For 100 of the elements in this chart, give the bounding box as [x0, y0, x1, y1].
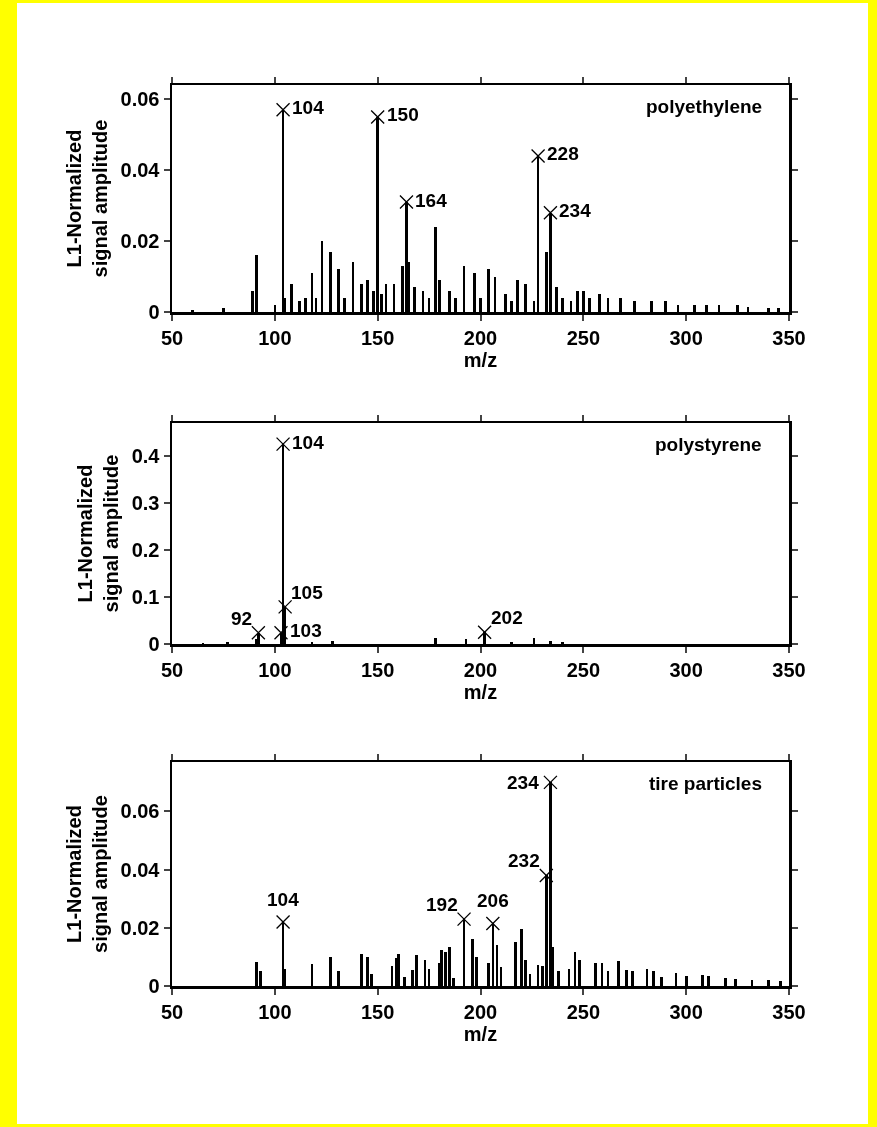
y-axis-title: L1-Normalized signal amplitude	[73, 454, 122, 613]
bar	[588, 297, 591, 312]
x-tick-label: 200	[463, 658, 498, 681]
x-tick-label: 150	[360, 1000, 395, 1023]
bar	[524, 283, 528, 312]
bar	[298, 301, 301, 312]
bar	[577, 959, 581, 986]
bar	[625, 970, 628, 986]
bar	[707, 976, 711, 986]
bar	[487, 963, 491, 986]
point	[477, 625, 492, 640]
annotation: 105	[291, 582, 324, 603]
bar	[413, 287, 417, 312]
x-tick-label: 350	[772, 658, 806, 681]
bar	[366, 956, 369, 986]
bar	[582, 290, 585, 312]
annotation: 104	[267, 889, 300, 910]
point	[275, 102, 291, 117]
bar	[619, 297, 622, 312]
point	[275, 914, 291, 930]
bar	[396, 954, 400, 986]
bar	[337, 971, 340, 986]
x-tick-label: 100	[258, 326, 292, 349]
point	[275, 437, 291, 452]
bar	[575, 290, 579, 312]
x-tick-label: 200	[463, 326, 498, 349]
bar	[448, 946, 451, 986]
point	[485, 916, 500, 931]
bar	[723, 978, 727, 986]
bar	[684, 975, 688, 986]
annotation: 234	[507, 772, 540, 793]
bar	[331, 641, 334, 644]
x-tick-label: 300	[669, 1000, 703, 1023]
bar	[649, 301, 653, 312]
bar	[472, 272, 476, 312]
y-tick-label: 0	[148, 975, 160, 997]
bar	[454, 297, 458, 312]
y-tick-label: 0	[148, 633, 160, 655]
bar	[549, 641, 552, 644]
y-tick-label: 0.4	[131, 444, 161, 467]
annotation: polystyrene	[655, 434, 762, 455]
bar	[444, 951, 447, 986]
x-axis-title: m/z	[463, 680, 498, 703]
bar	[329, 251, 332, 312]
bar	[520, 929, 523, 986]
bar	[557, 971, 560, 986]
annotation: 202	[491, 607, 523, 628]
annotation: 192	[426, 894, 458, 915]
annotation: 206	[477, 890, 509, 911]
x-tick-label: 350	[772, 1000, 806, 1023]
bar	[359, 283, 363, 312]
annotation: 150	[387, 104, 419, 125]
point	[251, 625, 266, 640]
bar	[701, 974, 704, 986]
annotation: 164	[415, 190, 448, 211]
bar	[693, 304, 696, 312]
bar	[403, 977, 406, 986]
x-tick-label: 50	[160, 1000, 184, 1023]
bar	[440, 950, 443, 986]
annotation: 232	[508, 850, 540, 871]
x-tick-label: 100	[258, 1000, 292, 1023]
bar	[664, 301, 667, 312]
y-tick-label: 0.1	[131, 585, 160, 608]
x-tick-label: 300	[669, 658, 703, 681]
bar	[510, 301, 513, 312]
annotation: 228	[547, 143, 579, 164]
point	[543, 205, 558, 220]
annotation: 92	[231, 608, 253, 629]
bar	[289, 283, 293, 312]
bar	[633, 301, 637, 312]
bar	[433, 226, 437, 312]
bar	[433, 638, 437, 644]
bar	[337, 269, 340, 312]
bar	[767, 980, 770, 986]
x-tick-label: 350	[772, 326, 806, 349]
point	[456, 911, 472, 927]
bar	[479, 297, 482, 312]
bar	[660, 976, 663, 986]
point	[530, 148, 546, 164]
bar	[779, 980, 783, 986]
bar	[736, 304, 739, 312]
y-tick-label: 0.2	[131, 538, 160, 561]
x-tick-label: 250	[566, 658, 601, 681]
y-tick-label: 0.04	[120, 159, 161, 182]
y-tick-label: 0.3	[131, 491, 160, 514]
annotation: polyethylene	[646, 96, 763, 117]
bar	[777, 308, 781, 312]
y-axis-title: L1-Normalized signal amplitude	[62, 119, 111, 278]
bar	[366, 280, 369, 312]
y-tick-label: 0.04	[120, 858, 161, 881]
bar	[516, 280, 519, 312]
bar	[254, 255, 258, 312]
x-tick-label: 300	[669, 326, 703, 349]
y-tick-label: 0.02	[120, 916, 160, 939]
bar	[616, 960, 620, 986]
bar	[470, 938, 474, 986]
y-axis-title: L1-Normalized signal amplitude	[62, 795, 111, 953]
bar	[304, 297, 308, 312]
bar	[705, 304, 709, 312]
bar	[222, 308, 225, 312]
